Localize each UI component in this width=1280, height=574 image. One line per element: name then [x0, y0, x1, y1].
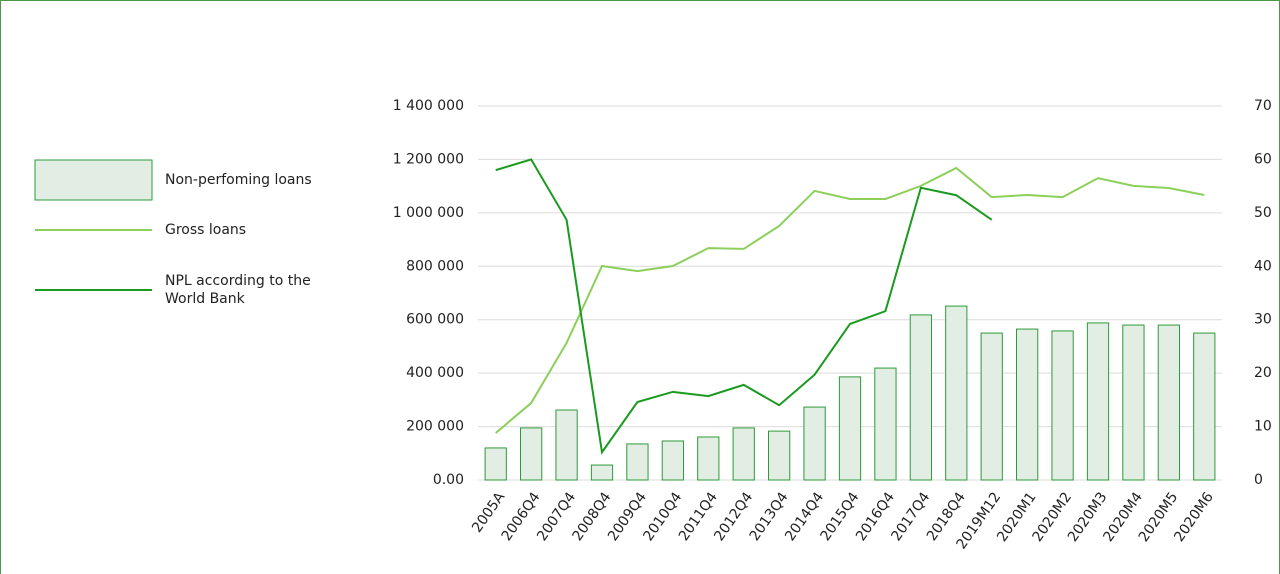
y2-tick-label: 30 [1254, 312, 1272, 328]
bar [1122, 324, 1145, 481]
legend-label: Non-perfoming loans [165, 172, 312, 188]
bar [874, 367, 897, 481]
bar [697, 436, 720, 481]
bar [626, 443, 649, 481]
y-tick-label: 600 000 [406, 312, 464, 328]
y2-tick-label: 60 [1254, 151, 1272, 167]
y2-tick-label: 50 [1254, 205, 1272, 221]
line [495, 158, 993, 455]
line [495, 166, 1205, 434]
bar [520, 427, 543, 481]
y-tick-label: 1 400 000 [393, 98, 464, 114]
bar [838, 376, 862, 481]
bar [980, 332, 1003, 481]
bar [484, 447, 507, 481]
bar [803, 406, 826, 481]
y-tick-label: 0.00 [433, 472, 464, 488]
bar [661, 440, 684, 481]
bar [732, 427, 755, 481]
bar [1193, 332, 1216, 481]
y2-tick-label: 20 [1254, 365, 1272, 381]
bar [768, 430, 791, 481]
legend-label: Gross loans [165, 222, 246, 238]
y-tick-label: 200 000 [406, 419, 464, 435]
bar [590, 464, 614, 481]
y2-tick-label: 40 [1254, 258, 1272, 274]
y-tick-label: 400 000 [406, 365, 464, 381]
bar [1157, 324, 1180, 481]
bar [1016, 328, 1039, 481]
y2-tick-label: 70 [1254, 98, 1272, 114]
legend-label: NPL according to the World Bank [165, 273, 311, 307]
bar [945, 305, 968, 481]
y2-tick-label: 10 [1254, 419, 1272, 435]
bar [1051, 330, 1074, 481]
y-tick-label: 1 200 000 [393, 151, 464, 167]
bar [1086, 322, 1110, 481]
y-tick-label: 800 000 [406, 258, 464, 274]
bar [555, 409, 578, 481]
y2-tick-label: 0 [1254, 472, 1263, 488]
y-tick-label: 1 000 000 [393, 205, 464, 221]
bar [909, 314, 932, 481]
legend-swatch [34, 159, 153, 201]
